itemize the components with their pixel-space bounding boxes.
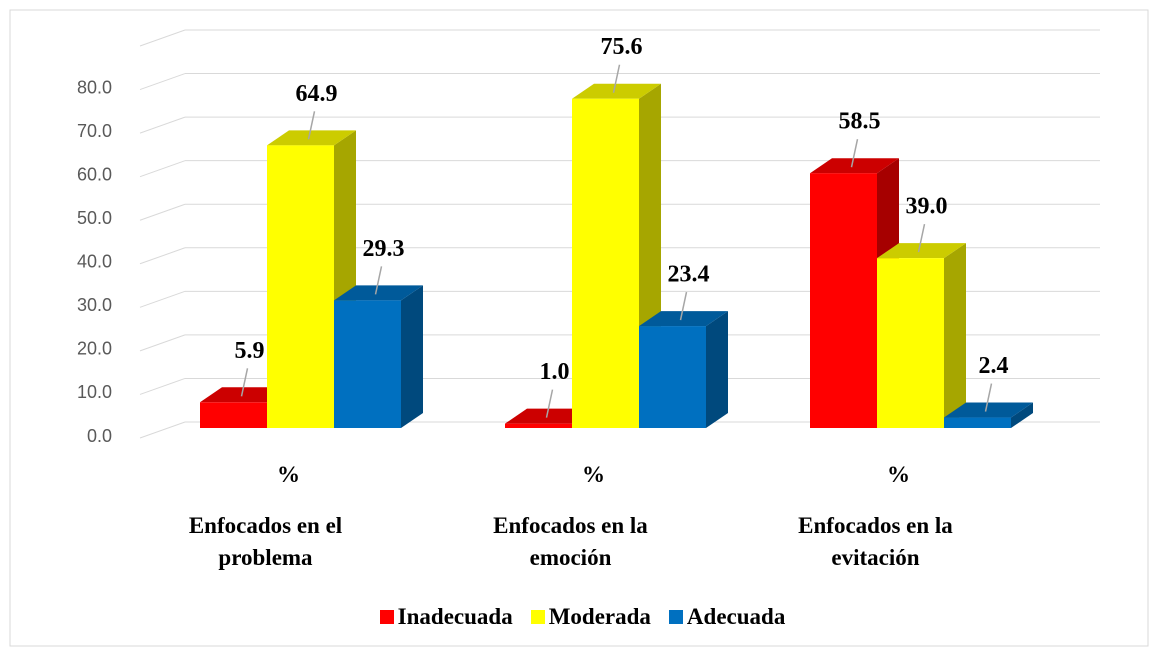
grid-line-side [139,421,186,439]
category-label: Enfocados en la evitación [798,513,953,570]
category-sublabel: % [582,462,605,487]
bar [334,285,423,428]
bar [944,402,1033,428]
grid-line-side [139,73,186,91]
bar-front [505,423,572,428]
legend-item: Inadecuada [379,604,513,630]
bar-front [572,98,639,428]
leader-line [984,383,993,412]
legend-item: Adecuada [668,604,786,630]
legend-swatch [530,610,545,624]
y-tick-label: 0.0 [87,426,112,446]
legend-label: Moderada [548,604,651,629]
bar [639,311,728,428]
data-label: 2.4 [979,353,1009,379]
bar-top [572,83,661,99]
leader-line [374,266,383,295]
leader-line [679,291,688,321]
legend-item: Moderada [530,604,651,630]
bar [877,243,966,428]
y-tick-label: 70.0 [77,121,112,141]
bar-front [334,300,401,428]
grid-line-side [139,334,186,352]
grid-line-side [139,29,186,47]
leader-line [240,368,249,397]
legend-swatch [668,610,683,624]
bar-top [267,130,356,146]
data-label: 23.4 [668,262,710,288]
bar-side [1011,402,1033,428]
data-label: 29.3 [363,236,405,262]
y-tick-label: 60.0 [77,164,112,184]
bar-front [267,145,334,428]
data-label: 58.5 [839,109,881,135]
bar-front [877,258,944,428]
bar-front [810,173,877,428]
grid-line-side [139,247,186,265]
y-tick-label: 10.0 [77,382,112,402]
bar-top [944,402,1033,418]
legend-label: Adecuada [686,604,786,629]
bar-front [944,417,1011,428]
category-label: Enfocados en la emoción [493,513,648,570]
y-tick-label: 50.0 [77,208,112,228]
grid-line-side [139,290,186,308]
bar-front [639,326,706,428]
y-tick-label: 40.0 [77,252,112,272]
legend-label: Inadecuada [397,604,513,629]
bar-top [200,387,289,403]
bar-top [334,285,423,301]
bar [572,83,661,428]
grid-line-side [139,160,186,178]
bar-top [810,158,899,174]
chart-frame [9,9,1149,647]
bar-side [944,243,966,428]
grid-line-side [139,377,186,395]
bar-front [200,402,267,428]
y-tick-label: 80.0 [77,77,112,97]
category-label: Enfocados en el problema [188,513,343,570]
category-sublabel: % [887,462,910,487]
bar-side [706,311,728,428]
leader-line [850,139,859,168]
bar-top [877,243,966,259]
data-label: 64.9 [296,81,338,107]
data-label: 1.0 [540,359,570,385]
y-tick-label: 20.0 [77,339,112,359]
grid-line-side [139,116,186,134]
data-label: 39.0 [906,194,948,220]
leader-line [917,223,926,253]
data-label: 75.6 [601,34,643,60]
bar-top [639,311,728,327]
grid-line-side [139,203,186,221]
bar-top [505,408,594,424]
category-sublabel: % [277,462,300,487]
leader-line [612,64,621,93]
bar-side [401,285,423,428]
leader-line [545,389,554,418]
y-tick-label: 30.0 [77,295,112,315]
legend: Inadecuada Moderada Adecuada [0,604,1165,630]
data-label: 5.9 [235,338,265,364]
legend-swatch [379,610,394,624]
leader-line [307,111,316,140]
